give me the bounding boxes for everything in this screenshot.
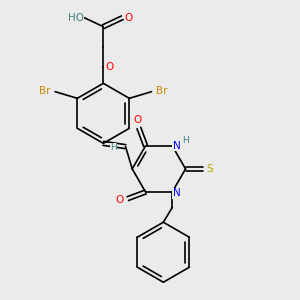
- Text: Br: Br: [156, 85, 167, 96]
- Text: N: N: [173, 141, 181, 151]
- Text: O: O: [134, 115, 142, 125]
- Text: H: H: [182, 136, 189, 145]
- Text: H: H: [110, 143, 117, 152]
- Text: N: N: [173, 188, 181, 198]
- Text: O: O: [116, 195, 124, 205]
- Text: O: O: [125, 13, 133, 23]
- Text: HO: HO: [68, 13, 84, 23]
- Text: O: O: [106, 62, 114, 72]
- Text: Br: Br: [39, 85, 51, 96]
- Text: S: S: [207, 164, 213, 174]
